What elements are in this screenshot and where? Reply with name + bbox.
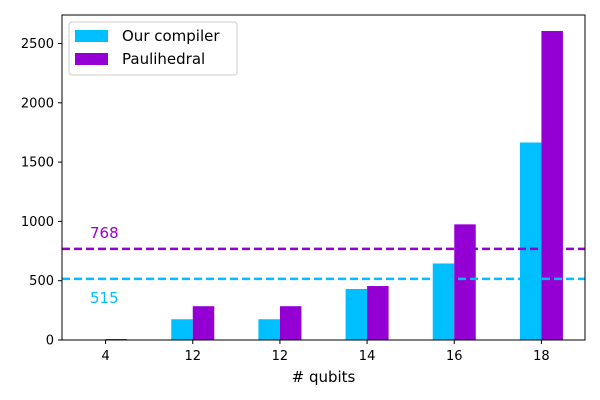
legend-box xyxy=(68,21,238,76)
legend: Our compiler Paulihedral xyxy=(68,21,238,76)
legend-label-our-compiler: Our compiler xyxy=(122,27,220,45)
bar-our-compiler-2 xyxy=(258,319,280,340)
bar-paulihedral-4 xyxy=(454,224,476,340)
reference-line-label-515: 515 xyxy=(90,289,119,307)
x-axis: 4 12 12 14 16 18 xyxy=(101,340,550,364)
plot-frame xyxy=(61,14,586,341)
y-tick-label-0: 0 xyxy=(46,334,54,349)
y-tick-label-1000: 1000 xyxy=(21,215,54,230)
reference-lines-group: 768 515 xyxy=(62,224,585,307)
bar-paulihedral-3 xyxy=(367,286,389,340)
x-tick-label-2: 12 xyxy=(272,349,289,364)
bar-our-compiler-4 xyxy=(432,263,455,340)
y-tick-label-1500: 1500 xyxy=(21,156,54,171)
legend-label-paulihedral: Paulihedral xyxy=(122,50,205,68)
bar-paulihedral-2 xyxy=(279,306,302,340)
y-tick-label-500: 500 xyxy=(29,274,54,289)
reference-line-label-768: 768 xyxy=(90,224,119,242)
bar-our-compiler-3 xyxy=(345,288,368,340)
x-tick-label-3: 14 xyxy=(359,349,376,364)
legend-swatch-paulihedral xyxy=(75,53,108,65)
bars-group xyxy=(105,31,563,340)
y-axis: 0 500 1000 1500 2000 2500 xyxy=(21,37,62,349)
y-tick-label-2000: 2000 xyxy=(21,96,54,111)
x-tick-label-5: 18 xyxy=(533,349,550,364)
x-axis-label: # qubits xyxy=(292,368,356,386)
bar-paulihedral-1 xyxy=(192,306,215,340)
bar-paulihedral-5 xyxy=(541,31,563,340)
y-tick-label-2500: 2500 xyxy=(21,37,54,52)
x-tick-label-4: 16 xyxy=(446,349,463,364)
bar-our-compiler-5 xyxy=(519,142,542,340)
bar-our-compiler-1 xyxy=(171,319,193,340)
legend-swatch-our-compiler xyxy=(75,30,108,42)
x-tick-label-1: 12 xyxy=(184,349,201,364)
x-tick-label-0: 4 xyxy=(101,349,109,364)
